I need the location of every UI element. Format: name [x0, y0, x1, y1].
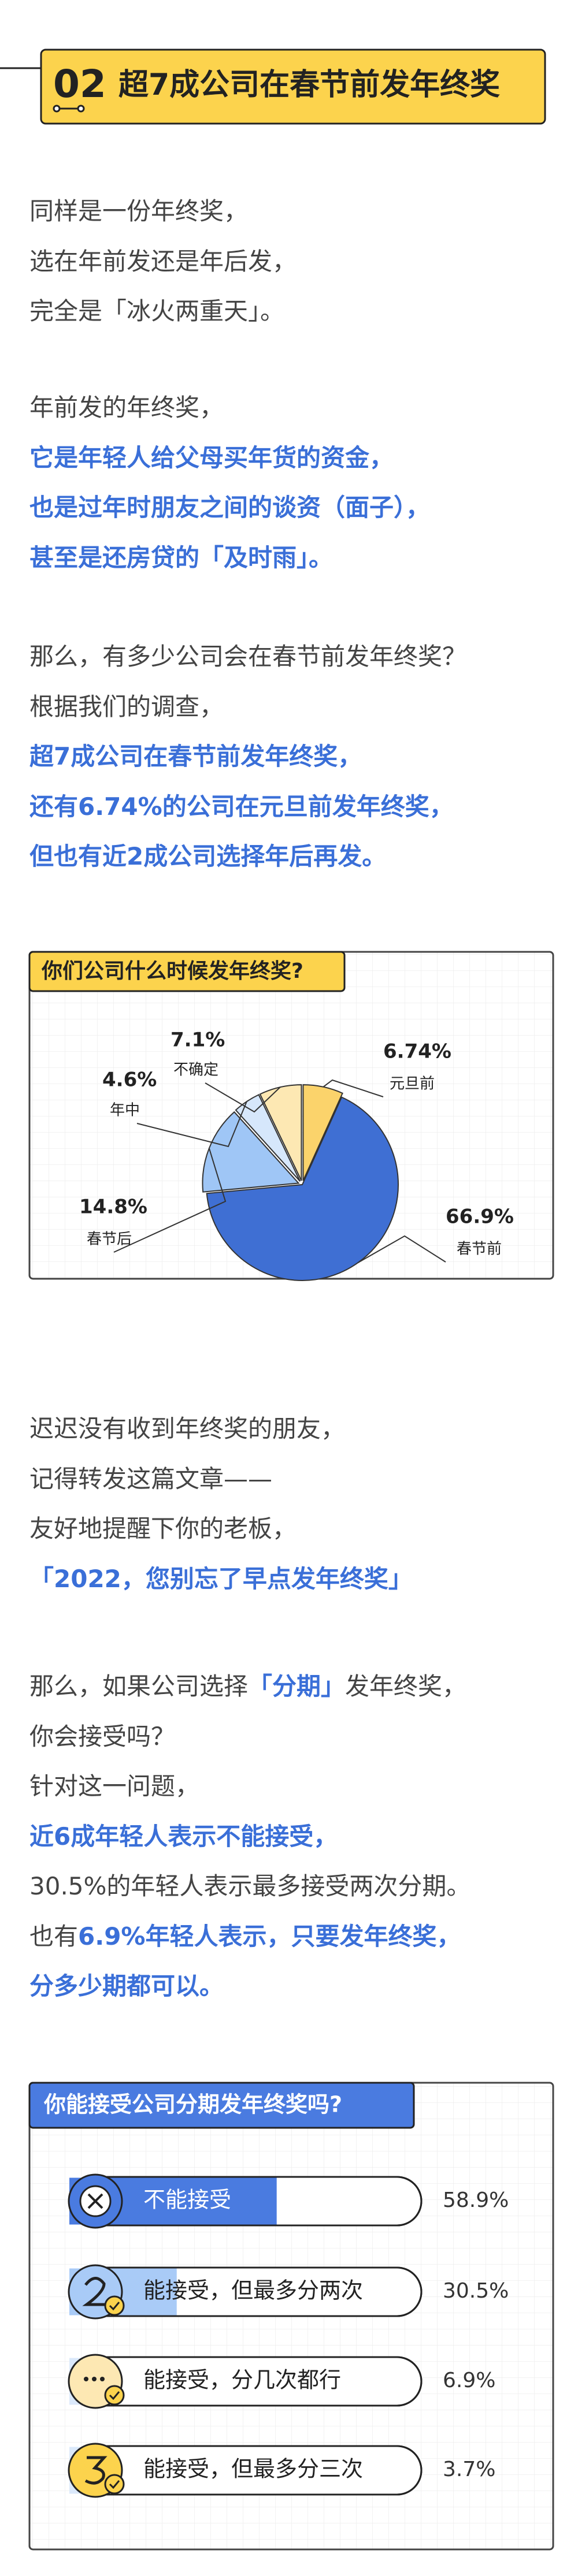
text-line: 「2022，您别忘了早点发年终奖」 — [29, 1564, 413, 1593]
icon-glyph — [84, 2456, 108, 2485]
icon-badge — [104, 2385, 125, 2406]
text-segment: 30.5%的年轻人表示最多接受两次分期。 — [29, 1872, 471, 1900]
text-line: 记得转发这篇文章—— — [29, 1464, 273, 1493]
text-segment: 完全是「冰火两重天」。 — [29, 297, 285, 325]
leader-line — [113, 1148, 227, 1253]
value-label: 4.6% — [102, 1069, 157, 1092]
text-segment: 迟迟没有收到年终奖的朋友， — [29, 1414, 346, 1443]
leader-line — [136, 1101, 247, 1148]
pie-slice — [302, 1084, 343, 1181]
value-label: 7.1% — [171, 1029, 225, 1052]
category-label: 不能接受 — [143, 2187, 231, 2213]
text-line: 它是年轻人给父母买年货的资金， — [29, 443, 394, 472]
text-segment: 甚至是还房贷的「及时雨」。 — [29, 543, 334, 572]
category-label: 不确定 — [173, 1062, 218, 1079]
text-segment: 那么，如果公司选择 — [29, 1672, 249, 1700]
category-label: 能接受，但最多分两次 — [143, 2278, 363, 2303]
value-label: 6.74% — [383, 1040, 451, 1063]
text-segment: 但也有近2成公司选择年后再发。 — [29, 842, 387, 870]
text-line: 那么，如果公司选择「分期」发年终奖， — [29, 1674, 466, 1699]
text-line: 也有6.9%年轻人表示，只要发年终奖， — [29, 1924, 461, 1949]
text-segment: 分多少期都可以。 — [29, 1972, 224, 2000]
value-label: 6.9% — [443, 2369, 495, 2392]
chart-title-box — [28, 2082, 415, 2129]
category-label: 年中 — [110, 1102, 140, 1119]
text-line: 你会接受吗？ — [29, 1722, 176, 1751]
icon-x — [87, 2193, 103, 2209]
header-number: 02 — [53, 62, 106, 106]
text-segment: 超7成公司在春节前发年终奖， — [29, 742, 362, 770]
text-segment: 选在年前发还是年后发， — [29, 247, 297, 276]
chart-title: 你能接受公司分期发年终奖吗? — [43, 2092, 342, 2117]
category-label: 春节后 — [87, 1231, 132, 1248]
header-box — [40, 49, 546, 125]
value-label: 58.9% — [443, 2188, 509, 2212]
icon-dot — [92, 2377, 97, 2381]
icon-check — [109, 2391, 120, 2400]
value-label: 30.5% — [443, 2279, 509, 2303]
text-segment: 你会接受吗？ — [29, 1722, 176, 1751]
text-line: 迟迟没有收到年终奖的朋友， — [29, 1417, 345, 1441]
category-label: 能接受，分几次都行 — [143, 2367, 341, 2393]
text-segment: 近6成年轻人表示不能接受， — [29, 1822, 338, 1851]
text-line: 还有6.74%的公司在元旦前发年终奖， — [29, 792, 454, 821]
pie-slice — [206, 1096, 399, 1281]
text-line: 选在年前发还是年后发， — [29, 247, 297, 276]
text-line: 也是过年时朋友之间的谈资（面子）， — [29, 496, 430, 520]
text-segment: 「2022，您别忘了早点发年终奖」 — [29, 1564, 413, 1593]
category-label: 元旦前 — [390, 1075, 435, 1093]
text-segment: 友好地提醒下你的老板， — [29, 1514, 297, 1543]
text-line: 近6成年轻人表示不能接受， — [29, 1822, 338, 1851]
icon-dot — [84, 2377, 88, 2381]
value-label: 66.9% — [446, 1205, 514, 1229]
text-line: 根据我们的调查， — [29, 692, 224, 721]
text-line: 分多少期都可以。 — [29, 1974, 224, 1998]
value-label: 3.7% — [443, 2458, 495, 2481]
text-segment: 也有 — [29, 1922, 79, 1950]
text-segment: 根据我们的调查， — [29, 692, 224, 721]
icon-badge — [104, 2295, 125, 2316]
text-segment: 6.9%年轻人表示，只要发年终奖， — [78, 1922, 461, 1950]
text-segment: 同样是一份年终奖， — [29, 197, 249, 225]
icon-check — [109, 2480, 120, 2489]
text-line: 完全是「冰火两重天」。 — [29, 299, 284, 323]
chart-title: 你们公司什么时候发年终奖? — [41, 959, 303, 983]
category-label: 春节前 — [457, 1241, 502, 1258]
text-segment: 发年终奖， — [345, 1672, 467, 1700]
decor-dot — [77, 105, 85, 113]
icon-check — [109, 2302, 120, 2311]
text-line: 同样是一份年终奖， — [29, 199, 248, 224]
decor-dot — [53, 105, 61, 113]
header-title: 超7成公司在春节前发年终奖 — [118, 68, 500, 102]
text-segment: 那么，有多少公司会在春节前发年终奖？ — [29, 642, 467, 671]
value-label: 14.8% — [79, 1196, 147, 1219]
leader-line — [205, 1082, 281, 1113]
icon-glyph — [82, 2277, 106, 2306]
text-segment: 「分期」 — [248, 1672, 346, 1700]
chart-title-box — [28, 951, 346, 992]
leader-line — [357, 1235, 446, 1263]
text-segment: 针对这一问题， — [29, 1772, 200, 1800]
text-line: 针对这一问题， — [29, 1774, 199, 1799]
text-line: 甚至是还房贷的「及时雨」。 — [29, 543, 334, 572]
text-line: 但也有近2成公司选择年后再发。 — [29, 844, 386, 869]
text-line: 友好地提醒下你的老板， — [29, 1517, 297, 1541]
text-segment: 年前发的年终奖， — [29, 393, 224, 422]
leader-line — [323, 1079, 384, 1097]
text-line: 那么，有多少公司会在春节前发年终奖？ — [29, 645, 466, 669]
text-segment: 它是年轻人给父母买年货的资金， — [29, 443, 394, 472]
text-line: 超7成公司在春节前发年终奖， — [29, 744, 362, 769]
category-label: 能接受，但最多分三次 — [143, 2456, 363, 2482]
text-line: 年前发的年终奖， — [29, 396, 224, 420]
text-line: 30.5%的年轻人表示最多接受两次分期。 — [29, 1874, 470, 1899]
icon-dot — [100, 2377, 105, 2381]
text-segment: 也是过年时朋友之间的谈资（面子）， — [29, 493, 431, 522]
text-segment: 记得转发这篇文章—— — [29, 1464, 273, 1493]
icon-badge — [104, 2474, 125, 2495]
text-segment: 还有6.74%的公司在元旦前发年终奖， — [29, 792, 454, 821]
